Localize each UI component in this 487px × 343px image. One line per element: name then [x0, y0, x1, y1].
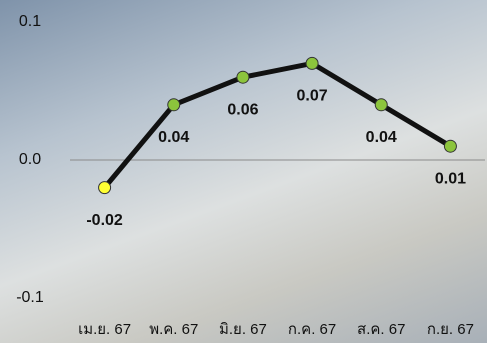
x-tick-label: มิ.ย. 67: [219, 321, 267, 338]
marker: [375, 99, 387, 111]
marker: [168, 99, 180, 111]
data-label: -0.02: [86, 212, 123, 229]
y-tick-label: 0.0: [19, 151, 41, 168]
data-label: 0.04: [366, 129, 397, 146]
marker: [237, 71, 249, 83]
x-tick-label: ก.ค. 67: [288, 321, 336, 338]
data-label: 0.04: [158, 129, 189, 146]
marker: [99, 182, 111, 194]
x-tick-label: เม.ย. 67: [78, 321, 131, 338]
data-label: 0.06: [227, 101, 258, 118]
x-tick-label: พ.ค. 67: [149, 321, 198, 338]
y-tick-label: 0.1: [19, 13, 41, 30]
chart: -0.1 0.0 0.1 -0.02 เม.ย. 67 0.04 พ.ค. 67 0.06 มิ…: [0, 0, 487, 343]
marker: [306, 57, 318, 69]
background: -0.1 0.0 0.1 -0.02 เม.ย. 67 0.04 พ.ค. 67 0.06 มิ…: [0, 0, 487, 343]
line: [105, 63, 451, 187]
data-label: 0.01: [435, 170, 466, 187]
x-tick-label: ส.ค. 67: [357, 321, 405, 338]
y-tick-label: -0.1: [16, 289, 44, 306]
x-tick-label: ก.ย. 67: [427, 321, 474, 338]
data-label: 0.07: [297, 88, 328, 105]
marker: [444, 140, 456, 152]
